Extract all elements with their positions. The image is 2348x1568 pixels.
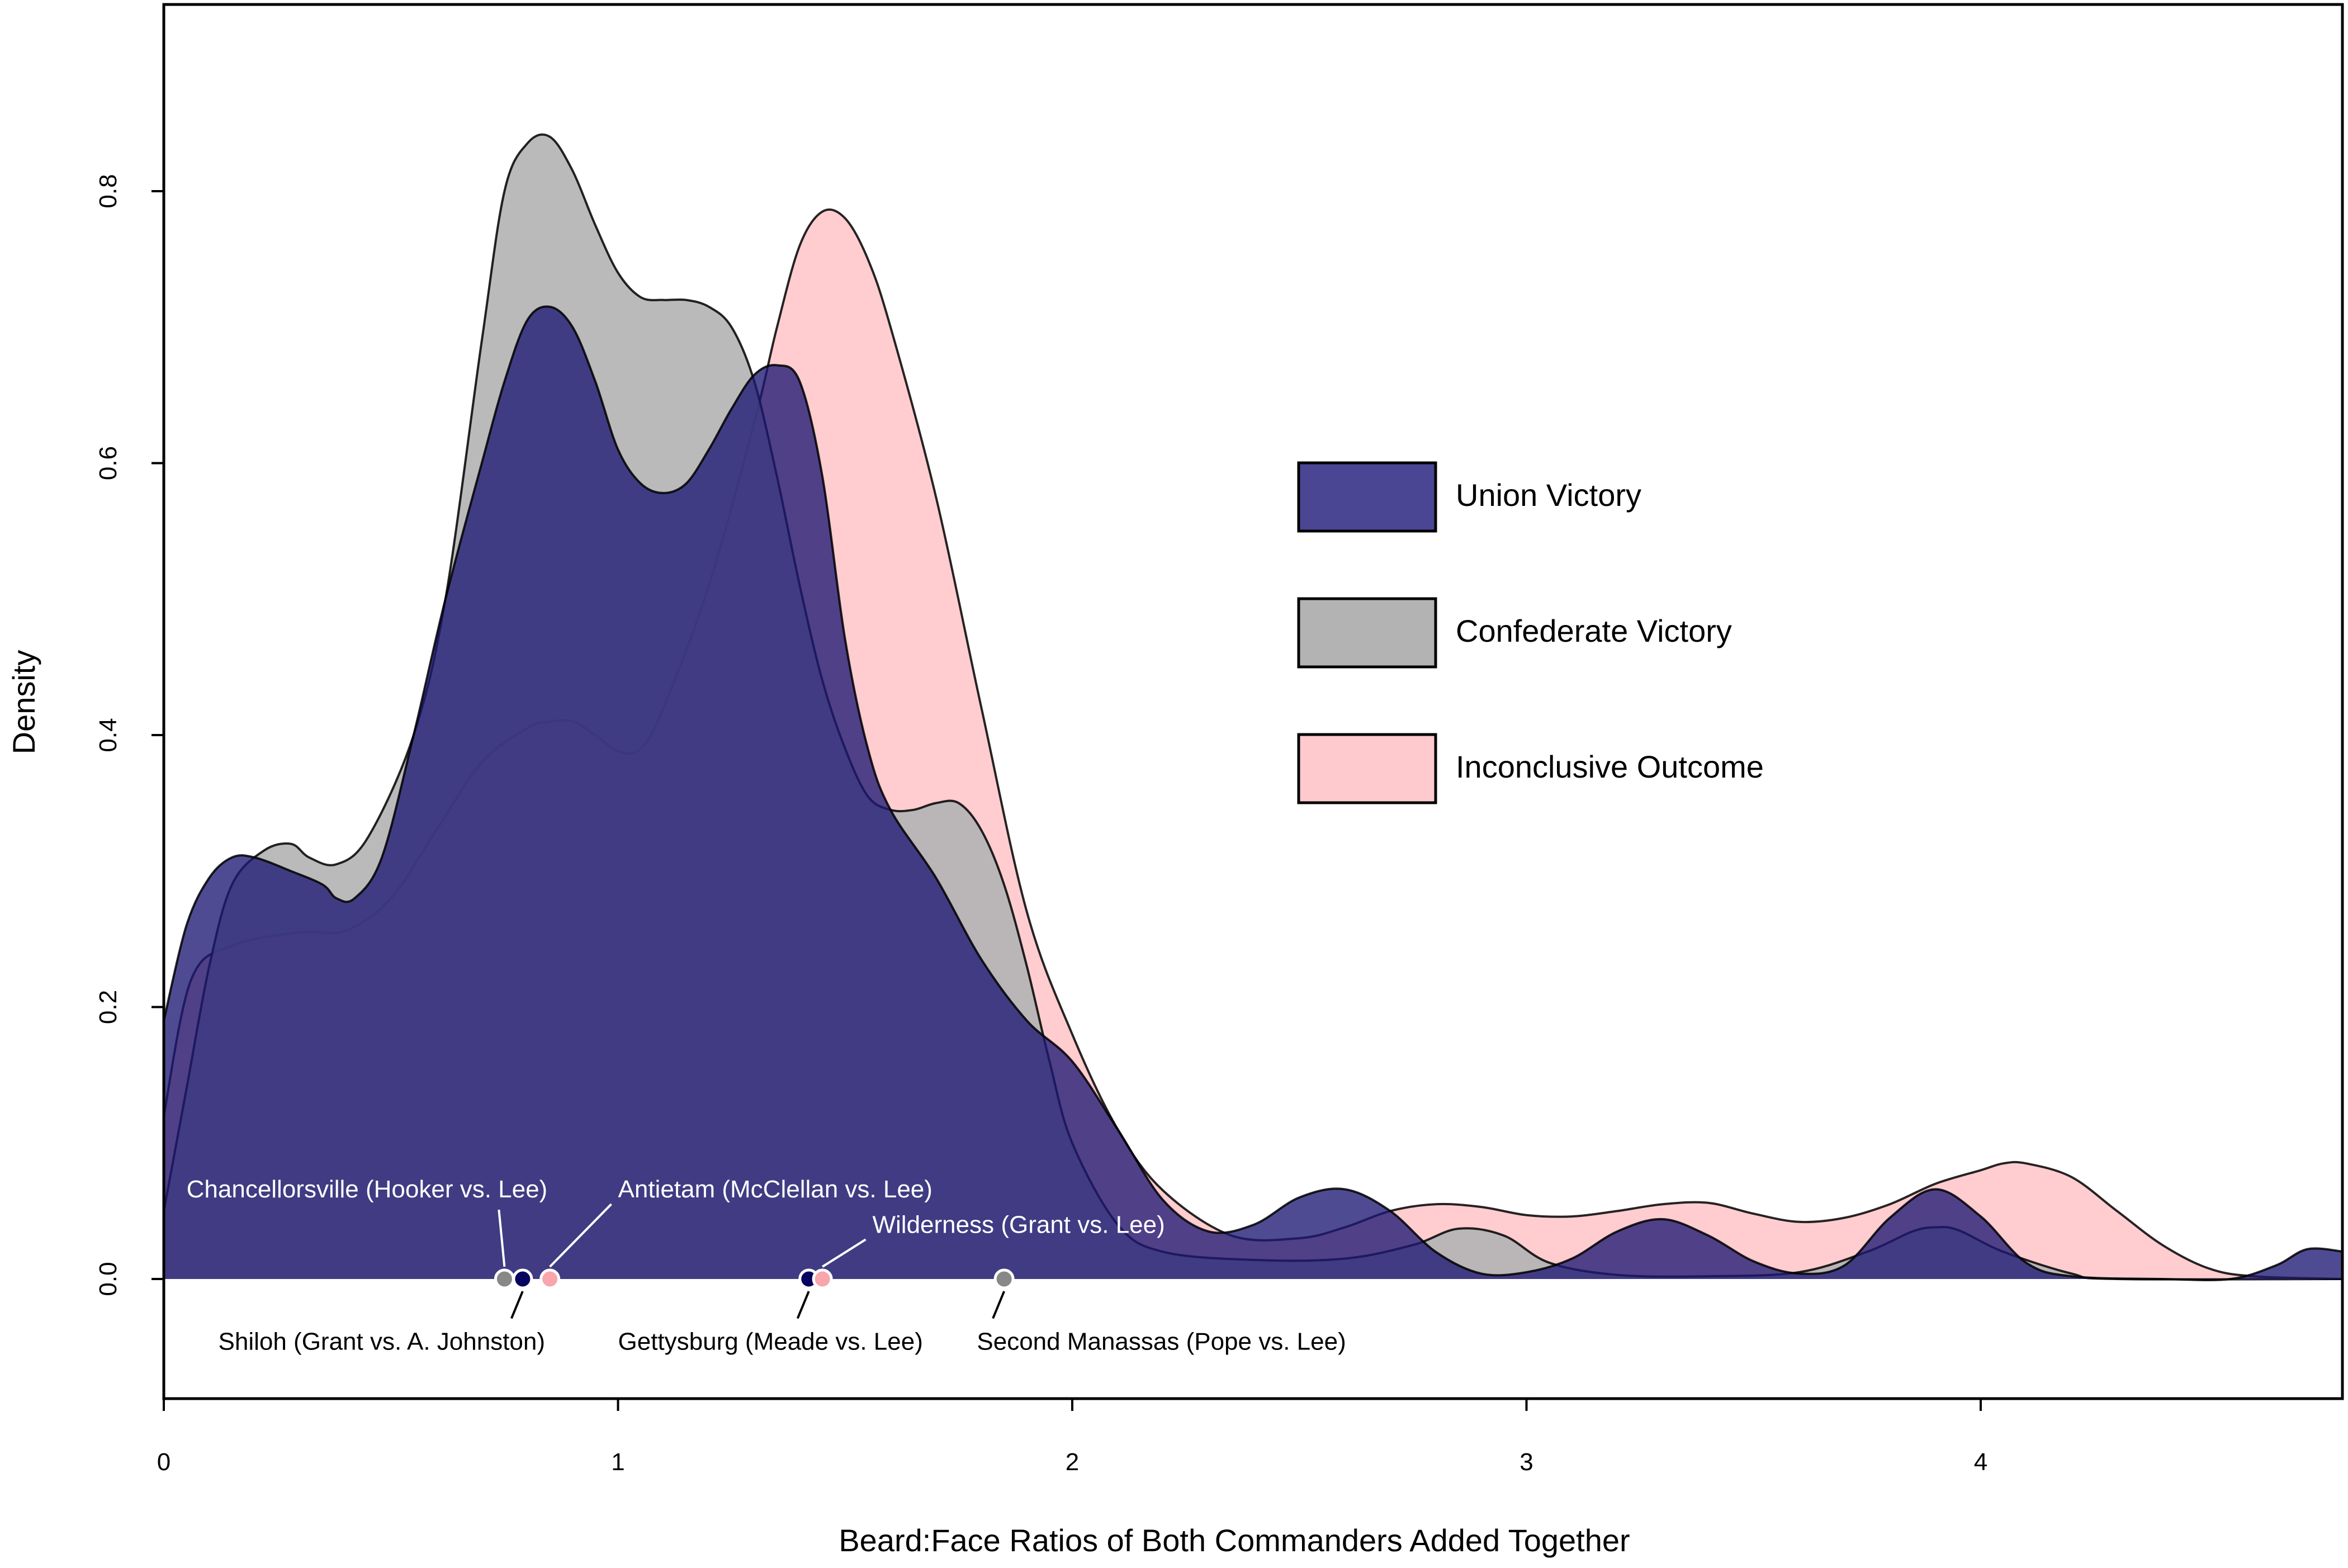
x-tick-label: 2 bbox=[1066, 1448, 1079, 1476]
marker-leader-line bbox=[498, 1209, 506, 1267]
battle-marker bbox=[539, 1268, 561, 1290]
density-line-union-victory bbox=[164, 305, 2342, 1281]
legend-label-confederate-victory: Confederate Victory bbox=[1456, 613, 1732, 648]
marker-leader-line bbox=[992, 1291, 1005, 1319]
battle-marker bbox=[812, 1268, 833, 1290]
y-tick-label: 0.4 bbox=[94, 718, 122, 752]
legend-label-union-victory: Union Victory bbox=[1456, 477, 1641, 513]
y-tick-label: 0.8 bbox=[94, 174, 122, 208]
battle-marker bbox=[993, 1268, 1015, 1290]
legend-swatch-inconclusive-outcome bbox=[1297, 733, 1437, 804]
battle-markers: Chancellorsville (Hooker vs. Lee) Shiloh … bbox=[187, 1176, 1346, 1355]
y-tick-label: 0.2 bbox=[94, 990, 122, 1024]
battle-label: Second Manassas (Pope vs. Lee) bbox=[977, 1328, 1346, 1355]
marker-leader-line bbox=[549, 1203, 612, 1268]
marker-leader-line bbox=[822, 1238, 867, 1268]
battle-label: Chancellorsville (Hooker vs. Lee) bbox=[187, 1176, 548, 1203]
density-areas bbox=[164, 133, 2342, 1281]
y-axis-title: Density bbox=[6, 650, 41, 755]
battle-marker bbox=[512, 1268, 533, 1290]
x-tick-label: 1 bbox=[611, 1448, 624, 1476]
battle-label: Wilderness (Grant vs. Lee) bbox=[873, 1211, 1165, 1238]
battle-label: Antietam (McClellan vs. Lee) bbox=[618, 1176, 932, 1203]
legend: Union Victory Confederate Victory Inconclu… bbox=[1297, 461, 1764, 804]
density-area-union-victory bbox=[164, 306, 2342, 1280]
axes: 0 1 2 3 4 0.0 0.2 0.4 0.6 0.8 bbox=[94, 174, 1987, 1476]
battle-label: Shiloh (Grant vs. A. Johnston) bbox=[219, 1328, 546, 1355]
battle-label: Gettysburg (Meade vs. Lee) bbox=[618, 1328, 923, 1355]
legend-swatch-confederate-victory bbox=[1297, 597, 1437, 669]
y-tick-label: 0.6 bbox=[94, 446, 122, 480]
x-tick-label: 4 bbox=[1974, 1448, 1987, 1476]
x-tick-label: 0 bbox=[157, 1448, 171, 1476]
battle-marker bbox=[494, 1268, 515, 1290]
legend-swatch-union-victory bbox=[1297, 461, 1437, 533]
y-tick-label: 0.0 bbox=[94, 1262, 122, 1296]
x-tick-label: 3 bbox=[1519, 1448, 1533, 1476]
marker-leader-line bbox=[510, 1291, 524, 1319]
marker-leader-line bbox=[796, 1291, 810, 1319]
legend-label-inconclusive-outcome: Inconclusive Outcome bbox=[1456, 749, 1764, 784]
x-axis-title: Beard:Face Ratios of Both Commanders Add… bbox=[839, 1523, 1630, 1558]
